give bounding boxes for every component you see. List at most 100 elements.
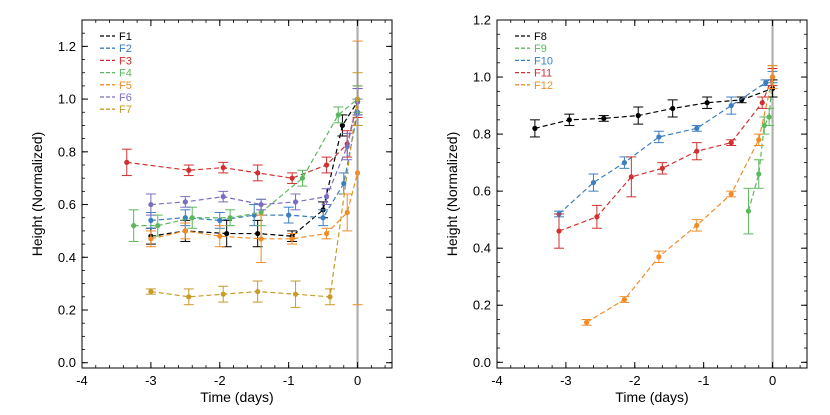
y-tick-label: 1.2: [58, 39, 76, 54]
data-point: [220, 291, 226, 297]
legend-label: F9: [534, 43, 547, 55]
series-f10: [554, 70, 778, 218]
x-tick-label: -1: [698, 373, 710, 388]
y-tick-label: 0.4: [58, 250, 76, 265]
series-line: [150, 101, 359, 237]
data-point: [694, 148, 700, 154]
y-tick-label: 0.4: [473, 241, 491, 256]
left-chart-panel: -4 -3 -2 -1 0 0.0 0.2 0.4 0.6 0.8 1.0 1.2 Time (days…: [29, 19, 393, 405]
data-point: [292, 291, 299, 297]
y-tick-label: 1.2: [473, 13, 491, 28]
y-tick-label: 0.8: [473, 127, 491, 142]
y-tick-label: 0.6: [473, 184, 491, 199]
legend-label: F10: [534, 55, 553, 67]
x-tick-label: -4: [491, 373, 503, 388]
y-tick-label: 0.0: [58, 355, 76, 370]
data-point: [299, 175, 306, 181]
series-line: [133, 98, 358, 227]
data-point: [728, 102, 734, 109]
x-tick-label: -3: [560, 373, 572, 388]
data-point: [186, 167, 192, 173]
data-point: [182, 228, 188, 234]
data-point: [594, 214, 600, 220]
y-axis-title: Height (Normalized): [29, 132, 45, 256]
data-point: [327, 294, 333, 300]
data-point: [694, 125, 700, 131]
data-point: [532, 125, 538, 131]
data-point: [556, 228, 562, 234]
data-point: [344, 209, 350, 216]
data-point: [323, 230, 330, 237]
legend-label: F3: [119, 55, 132, 67]
legend-label: F5: [119, 80, 132, 92]
x-tick-label: -4: [76, 373, 88, 388]
data-point: [656, 254, 662, 260]
data-point: [335, 112, 341, 118]
series-line: [586, 76, 774, 323]
data-point: [289, 175, 295, 181]
legend-label: F11: [534, 68, 552, 80]
y-tick-label: 0.6: [58, 197, 76, 212]
data-point: [354, 96, 361, 102]
y-tick-label: 0.2: [473, 298, 491, 313]
data-point: [656, 134, 662, 140]
data-point: [148, 201, 154, 208]
data-point: [590, 179, 597, 186]
data-point: [220, 165, 226, 171]
data-point: [763, 80, 769, 86]
data-point: [148, 288, 154, 295]
series-line: [558, 76, 774, 232]
data-point: [189, 215, 195, 221]
data-point: [323, 194, 330, 200]
data-point: [286, 212, 292, 218]
legend-label: F12: [534, 80, 553, 92]
x-axis-title: Time (days): [200, 389, 273, 405]
data-point: [628, 174, 634, 180]
series-line: [126, 101, 359, 179]
data-point: [258, 201, 264, 208]
data-point: [766, 114, 772, 120]
data-point: [131, 223, 137, 229]
data-point: [323, 162, 330, 168]
data-point: [320, 215, 326, 221]
series-f6: [145, 88, 363, 216]
data-point: [745, 208, 752, 214]
data-point: [621, 160, 628, 166]
data-point: [704, 100, 710, 106]
data-point: [769, 74, 776, 80]
data-point: [635, 112, 641, 119]
y-tick-label: 1.0: [58, 92, 76, 107]
data-point: [255, 288, 261, 295]
data-point: [148, 236, 154, 242]
data-point: [659, 165, 665, 171]
data-point: [670, 105, 676, 112]
data-point: [694, 222, 700, 228]
data-point: [227, 215, 233, 221]
legend-label: F8: [534, 31, 547, 43]
series-line: [534, 87, 773, 129]
data-point: [756, 137, 762, 143]
axes-frame: [496, 19, 808, 369]
axes-frame: [81, 19, 393, 369]
data-point: [601, 115, 607, 122]
data-point: [155, 223, 161, 229]
series-f8: [529, 79, 778, 138]
legend-label: F6: [119, 92, 132, 104]
legend-label: F2: [119, 43, 132, 55]
data-point: [583, 319, 590, 325]
x-tick-label: 0: [354, 373, 361, 388]
data-point: [217, 233, 223, 239]
y-tick-label: 0.0: [473, 355, 491, 370]
data-point: [728, 191, 734, 197]
data-point: [728, 140, 734, 146]
data-point: [124, 159, 130, 165]
y-tick-label: 0.8: [58, 144, 76, 159]
data-point: [182, 199, 188, 205]
data-point: [258, 236, 264, 242]
x-tick-label: -3: [145, 373, 157, 388]
data-point: [759, 100, 765, 106]
legend-label: F1: [119, 31, 132, 43]
